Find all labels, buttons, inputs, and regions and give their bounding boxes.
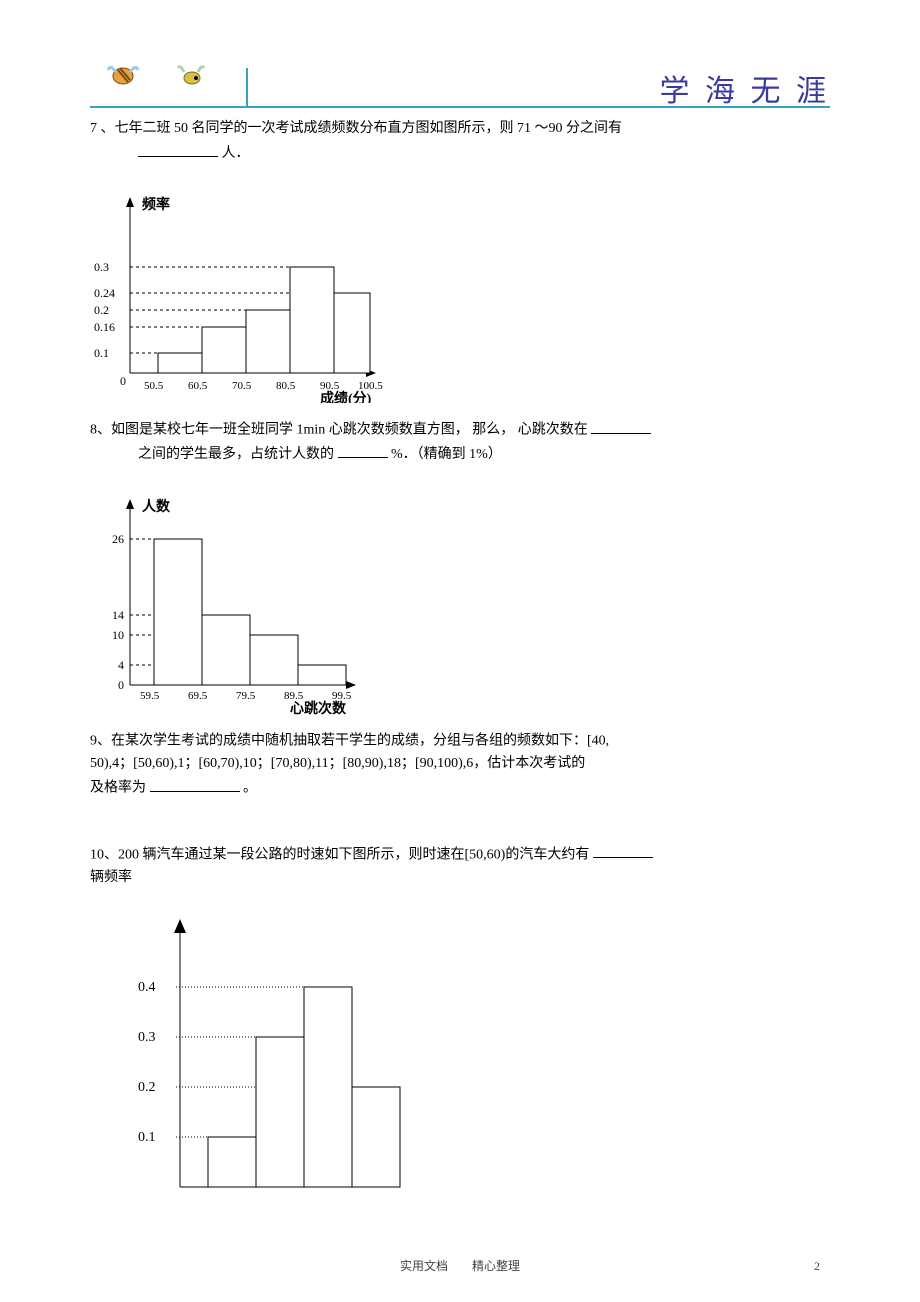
q10-interval: [50,60) (465, 847, 506, 862)
q7-blank (138, 140, 218, 156)
q8-ylabel: 人数 (142, 498, 171, 515)
q10-text-c: 辆频率 (90, 870, 132, 885)
q10-ytick-0: 0.1 (138, 1130, 156, 1145)
question-9: 9、在某次学生考试的成绩中随机抽取若干学生的成绩，分组与各组的频数如下：[40,… (90, 729, 830, 800)
footer: 实用文档 精心整理 2 (0, 1257, 920, 1274)
q7-ylabel: 频率 (142, 196, 170, 213)
q7-ytick-2: 0.2 (94, 303, 109, 317)
q10-ytick-1: 0.2 (138, 1080, 156, 1095)
q8-xlabel: 心跳次数 (290, 700, 347, 715)
q7-xlabel: 成绩(分) (320, 390, 372, 403)
q8-ytick-3: 14 (112, 608, 124, 622)
q8-xtick-1: 69.5 (188, 690, 208, 702)
header-icons (106, 58, 208, 92)
q7-ytick-0: 0.1 (94, 346, 109, 360)
q7-ytick-3: 0.24 (94, 286, 115, 300)
question-10: 10、200 辆汽车通过某一段公路的时速如下图所示，则时速在[50,60)的汽车… (90, 842, 830, 889)
q8-chart: 人数 0 4 10 14 26 59.5 69.5 79.5 89.5 99.5… (90, 485, 830, 715)
q8-ytick-1: 4 (118, 658, 124, 672)
q10-ytick-2: 0.3 (138, 1030, 156, 1045)
q9-blank (150, 775, 240, 791)
q9-text-b: 50),4；[50,60),1；[60,70),10；[70,80),11；[8… (90, 756, 585, 771)
footer-right: 精心整理 (472, 1259, 520, 1273)
q7-ytick-1: 0.16 (94, 320, 115, 334)
q8-blank-2 (338, 442, 388, 458)
q10-text-a: 10、200 辆汽车通过某一段公路的时速如下图所示，则时速在 (90, 847, 465, 862)
header: 学 海 无 涯 (90, 60, 830, 108)
q7-chart: 频率 0.1 0.16 0.2 0.24 0.3 0 50.5 60.5 70.… (90, 183, 830, 403)
q7-xtick-4: 90.5 (320, 380, 340, 392)
q10-ytick-3: 0.4 (138, 980, 156, 995)
q7-text-b: 人． (222, 146, 250, 161)
bee-small-icon (174, 58, 208, 92)
q8-ytick-2: 10 (112, 628, 124, 642)
q7-ytick-4: 0.3 (94, 260, 109, 274)
q7-xtick-0: 50.5 (144, 380, 164, 392)
q8-xtick-2: 79.5 (236, 690, 256, 702)
footer-left: 实用文档 (400, 1259, 448, 1273)
q8-xtick-3: 89.5 (284, 690, 304, 702)
q7-xtick-5: 100.5 (358, 380, 383, 392)
q7-xtick-2: 70.5 (232, 380, 252, 392)
q7-text-a: 7 、七年二班 50 名同学的一次考试成绩频数分布直方图如图所示，则 71 ～9… (90, 121, 622, 136)
q8-text-b: 之间的学生最多，占统计人数的 (138, 447, 334, 462)
header-script-text: 学 海 无 涯 (660, 66, 831, 110)
q8-ytick-0: 0 (118, 678, 124, 692)
svg-text:0: 0 (120, 374, 126, 388)
header-divider (246, 68, 248, 108)
q8-text-a: 8、如图是某校七年一班全班同学 1min 心跳次数频数直方图， 那么， 心跳次数… (90, 423, 588, 438)
q8-xtick-4: 99.5 (332, 690, 352, 702)
bee-icon (106, 58, 140, 92)
q7-xtick-1: 60.5 (188, 380, 208, 392)
q10-blank (593, 842, 653, 858)
q9-text-c: 及格率为 (90, 781, 146, 796)
q8-xtick-0: 59.5 (140, 690, 160, 702)
footer-page: 2 (814, 1259, 820, 1274)
q7-xtick-3: 80.5 (276, 380, 296, 392)
q10-text-b: 的汽车大约有 (505, 847, 589, 862)
q9-tail: 。 (243, 781, 257, 796)
question-8: 8、如图是某校七年一班全班同学 1min 心跳次数频数直方图， 那么， 心跳次数… (90, 417, 830, 467)
q10-chart: 0.1 0.2 0.3 0.4 (110, 907, 830, 1207)
q8-blank-1 (591, 417, 651, 433)
q9-text-a: 9、在某次学生考试的成绩中随机抽取若干学生的成绩，分组与各组的频数如下：[40, (90, 733, 609, 748)
q8-ytick-4: 26 (112, 532, 124, 546)
question-7: 7 、七年二班 50 名同学的一次考试成绩频数分布直方图如图所示，则 71 ～9… (90, 118, 830, 165)
q8-text-c: %．（精确到 1%） (391, 447, 502, 462)
